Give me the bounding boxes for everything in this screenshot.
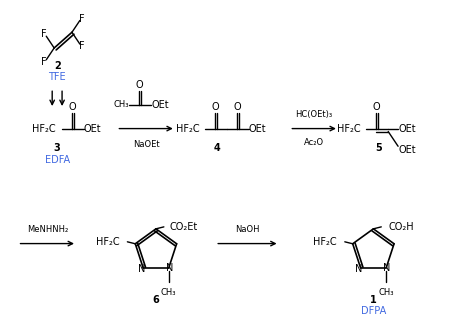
Text: O: O	[68, 102, 76, 112]
Text: O: O	[136, 80, 143, 90]
Text: OEt: OEt	[249, 123, 266, 133]
Text: 2: 2	[54, 61, 61, 71]
Text: HF₂C: HF₂C	[32, 123, 56, 133]
Text: OEt: OEt	[151, 100, 169, 110]
Text: HF₂C: HF₂C	[337, 123, 360, 133]
Text: N: N	[355, 264, 362, 274]
Text: CH₃: CH₃	[378, 288, 394, 296]
Text: F: F	[79, 41, 85, 51]
Text: EDFA: EDFA	[45, 155, 70, 165]
Text: N: N	[383, 263, 391, 273]
Text: F: F	[41, 57, 47, 67]
Text: O: O	[233, 102, 241, 112]
Text: O: O	[373, 102, 380, 112]
Text: OEt: OEt	[84, 123, 101, 133]
Text: F: F	[79, 14, 85, 24]
Text: HF₂C: HF₂C	[96, 237, 119, 247]
Text: N: N	[137, 264, 145, 274]
Text: HF₂C: HF₂C	[313, 237, 337, 247]
Text: 4: 4	[214, 143, 220, 153]
Text: O: O	[211, 102, 219, 112]
Text: 5: 5	[375, 143, 382, 153]
Text: CO₂H: CO₂H	[388, 222, 414, 232]
Text: CH₃: CH₃	[114, 100, 129, 110]
Text: DFPA: DFPA	[361, 307, 386, 317]
Text: 1: 1	[370, 295, 377, 305]
Text: TFE: TFE	[48, 73, 66, 83]
Text: F: F	[41, 29, 47, 39]
Text: 3: 3	[54, 143, 61, 153]
Text: CH₃: CH₃	[161, 288, 176, 296]
Text: NaOH: NaOH	[236, 225, 260, 234]
Text: 6: 6	[153, 295, 159, 305]
Text: MeNHNH₂: MeNHNH₂	[27, 225, 68, 234]
Text: CO₂Et: CO₂Et	[170, 222, 198, 232]
Text: HC(OEt)₃: HC(OEt)₃	[295, 110, 333, 119]
Text: N: N	[166, 263, 173, 273]
Text: OEt: OEt	[398, 123, 416, 133]
Text: NaOEt: NaOEt	[133, 140, 159, 149]
Text: OEt: OEt	[398, 145, 416, 155]
Text: Ac₂O: Ac₂O	[304, 138, 324, 147]
Text: HF₂C: HF₂C	[176, 123, 200, 133]
